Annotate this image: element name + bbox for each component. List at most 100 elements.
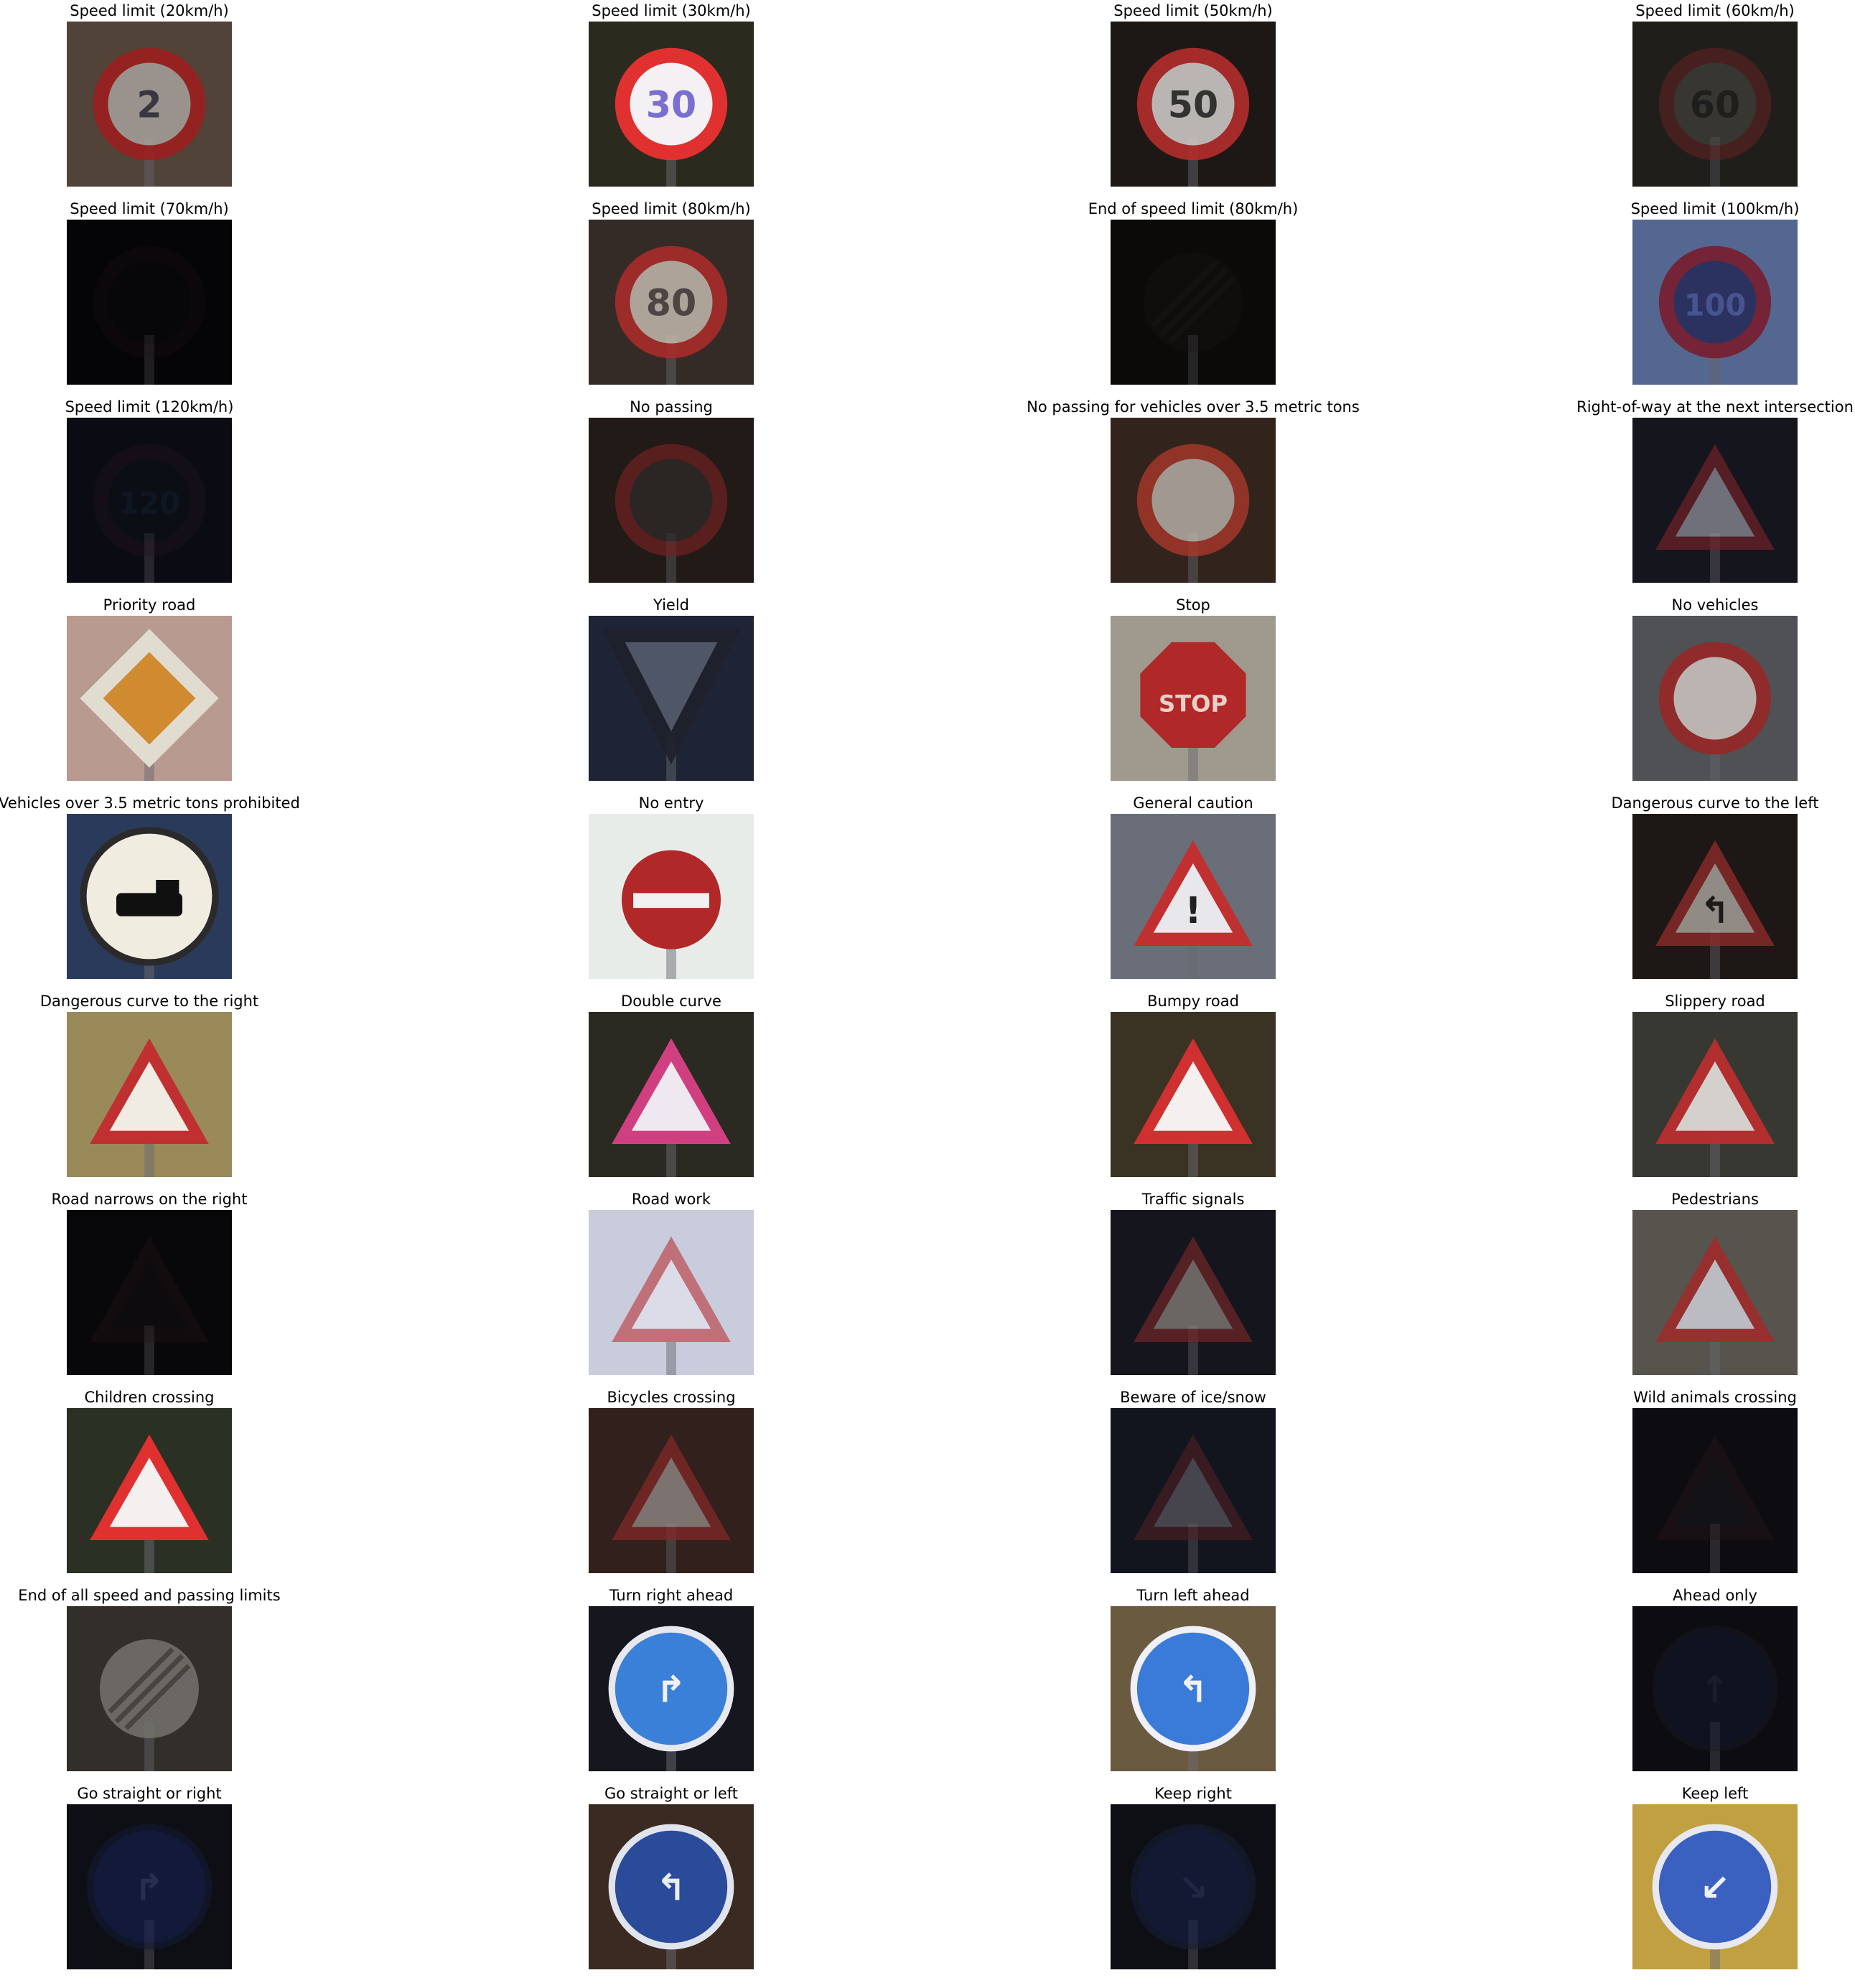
sign-thumbnail-svg: ↱ <box>67 1804 232 1969</box>
sign-photo <box>589 418 754 583</box>
sign-stripe <box>114 1654 184 1724</box>
sign-face <box>1658 1632 1772 1745</box>
sign-photo: ↱ <box>589 1606 754 1771</box>
sign-photo: 120 <box>67 418 232 583</box>
photo-shade <box>1111 1210 1276 1375</box>
photo-shade <box>589 1408 754 1573</box>
sign-photo <box>67 1210 232 1375</box>
sign-photo <box>1111 1012 1276 1177</box>
sign-face <box>631 1061 711 1131</box>
sign-symbol: ↙ <box>1700 1866 1730 1908</box>
sign-face <box>1153 1458 1233 1527</box>
sign-symbol: 70 <box>124 281 174 324</box>
sign-photo <box>589 814 754 979</box>
sign-title: Speed limit (30km/h) <box>592 2 751 19</box>
sign-face <box>1136 1830 1250 1944</box>
sign-symbol: 80 <box>646 281 696 324</box>
sign-title: No entry <box>638 794 704 812</box>
sign-photo: ↰ <box>1111 1606 1276 1771</box>
photo-shade <box>1632 1012 1798 1177</box>
sign-ring <box>93 444 206 557</box>
sign-thumbnail-svg: 2 <box>67 22 232 187</box>
sign-photo <box>67 1408 232 1573</box>
sign-title: Speed limit (80km/h) <box>592 200 751 217</box>
sign-photo <box>67 616 232 781</box>
sign-ring <box>93 245 206 359</box>
sign-thumbnail-svg: 120 <box>67 418 232 583</box>
sign-pole <box>1188 335 1198 385</box>
sign-photo: 50 <box>1111 22 1276 187</box>
sign-face <box>1151 459 1235 542</box>
sign-symbol: 60 <box>1690 83 1740 126</box>
sign-thumbnail-svg: 50 <box>1111 22 1276 187</box>
sign-photo <box>67 1012 232 1177</box>
sign-symbol: ↘ <box>1178 1866 1208 1908</box>
sign-thumbnail-svg <box>67 616 232 781</box>
sign-title: Speed limit (70km/h) <box>70 200 229 217</box>
sign-thumbnail-svg <box>1111 220 1276 385</box>
photo-shade <box>67 1804 232 1969</box>
sign-symbol: ↱ <box>656 1668 686 1710</box>
sign-title: Road work <box>631 1191 711 1208</box>
sign-photo <box>589 1210 754 1375</box>
sign-face <box>1673 657 1757 740</box>
sign-face <box>109 1260 190 1329</box>
sign-symbol: 100 <box>1684 288 1746 322</box>
sign-title: Children crossing <box>84 1389 215 1406</box>
sign-stripe <box>108 1647 174 1714</box>
sign-symbol: 2 <box>136 83 162 126</box>
photo-shade <box>67 1606 232 1771</box>
sign-thumbnail-svg: ↰ <box>1632 814 1798 979</box>
sign-photo <box>1111 220 1276 385</box>
sign-pole <box>1710 1524 1720 1573</box>
sign-stripe <box>124 1664 191 1730</box>
sign-title: Traffic signals <box>1141 1191 1245 1208</box>
sign-title: Vehicles over 3.5 metric tons prohibited <box>0 794 300 812</box>
sign-photo: ↱ <box>67 1804 232 1969</box>
sign-photo: 100 <box>1632 220 1798 385</box>
photo-shade <box>589 220 754 385</box>
sign-photo: 60 <box>1632 22 1798 187</box>
sign-face <box>1675 1458 1755 1527</box>
sign-face <box>630 62 713 146</box>
sign-title: No passing <box>630 398 713 416</box>
photo-shade <box>1632 1210 1798 1375</box>
photo-shade <box>589 418 754 583</box>
photo-shade <box>1632 616 1798 781</box>
sign-face <box>1140 642 1246 748</box>
sign-title: Dangerous curve to the right <box>39 993 259 1010</box>
sign-symbol: ! <box>1185 889 1201 932</box>
sign-photo: 2 <box>67 22 232 187</box>
sign-face <box>1151 62 1235 146</box>
sign-thumbnail-svg <box>1111 1408 1276 1573</box>
photo-shade <box>1632 22 1798 187</box>
photo-shade <box>1111 22 1276 187</box>
sign-title: Speed limit (100km/h) <box>1630 200 1800 217</box>
sign-title: Road narrows on the right <box>51 1191 248 1208</box>
sign-thumbnail-svg: ↙ <box>1632 1804 1798 1969</box>
sign-title: Turn right ahead <box>609 1587 734 1604</box>
sign-symbol: ↰ <box>656 1866 686 1908</box>
sign-title: Stop <box>1176 596 1210 614</box>
sign-stripe <box>1168 277 1235 344</box>
sign-face <box>615 1830 728 1944</box>
sign-face <box>108 459 191 542</box>
photo-shade <box>1111 1408 1276 1573</box>
sign-photo <box>1632 418 1798 583</box>
photo-shade <box>67 220 232 385</box>
sign-thumbnail-svg <box>589 616 754 781</box>
sign-pole <box>144 533 154 583</box>
sign-title: Right-of-way at the next intersection <box>1576 398 1854 416</box>
sign-photo <box>67 814 232 979</box>
sign-face <box>625 642 718 731</box>
sign-ring <box>1652 1626 1778 1752</box>
sign-face <box>1144 253 1243 352</box>
sign-symbol: ↰ <box>1178 1668 1208 1710</box>
sign-title: Go straight or right <box>77 1785 222 1802</box>
sign-face <box>108 62 191 146</box>
sign-title: Yield <box>653 596 689 614</box>
sign-face <box>1675 863 1755 933</box>
sign-title: No vehicles <box>1671 596 1759 614</box>
sign-title: Wild animals crossing <box>1633 1389 1797 1406</box>
sign-thumbnail-svg: ↱ <box>589 1606 754 1771</box>
